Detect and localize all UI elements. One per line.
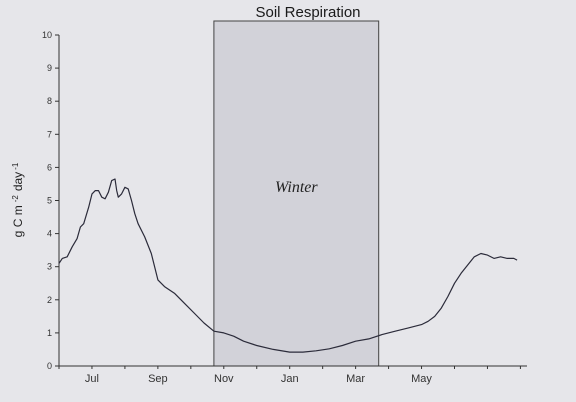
x-tick-label: Jan [281, 373, 299, 385]
y-axis-label-unit: g C m [11, 205, 25, 237]
y-axis-label-exp1: -2 [11, 195, 20, 203]
respiration-series-line [58, 178, 518, 353]
y-tick-label: 3 [47, 262, 52, 272]
y-tick-label: 10 [42, 30, 52, 40]
chart-title: Soil Respiration [255, 4, 360, 21]
y-tick-label: 5 [47, 196, 52, 206]
x-tick-label: May [411, 373, 432, 385]
y-tick-label: 9 [47, 63, 52, 73]
y-tick-label: 1 [47, 328, 52, 338]
y-axis-label-day: day [11, 172, 25, 191]
y-tick-label: 4 [47, 229, 52, 239]
y-axis-label-exp2: -1 [11, 162, 20, 170]
y-tick-label: 8 [47, 96, 52, 106]
y-tick-label: 6 [47, 162, 52, 172]
y-tick-label: 0 [47, 361, 52, 371]
y-axis-label: g C m -2 day -1 [11, 162, 25, 237]
x-tick-label: Sep [148, 373, 168, 385]
x-tick-label: Nov [214, 373, 234, 385]
winter-label: Winter [275, 179, 318, 196]
y-tick-label: 7 [47, 129, 52, 139]
x-tick-label: Mar [346, 373, 365, 385]
y-tick-label: 2 [47, 295, 52, 305]
winter-region [213, 20, 380, 367]
x-tick-label: Jul [85, 373, 99, 385]
plot-area: Winter 0 1 2 3 4 5 6 7 8 9 10 Jul Sep Nov Jan Mar May [42, 20, 527, 385]
